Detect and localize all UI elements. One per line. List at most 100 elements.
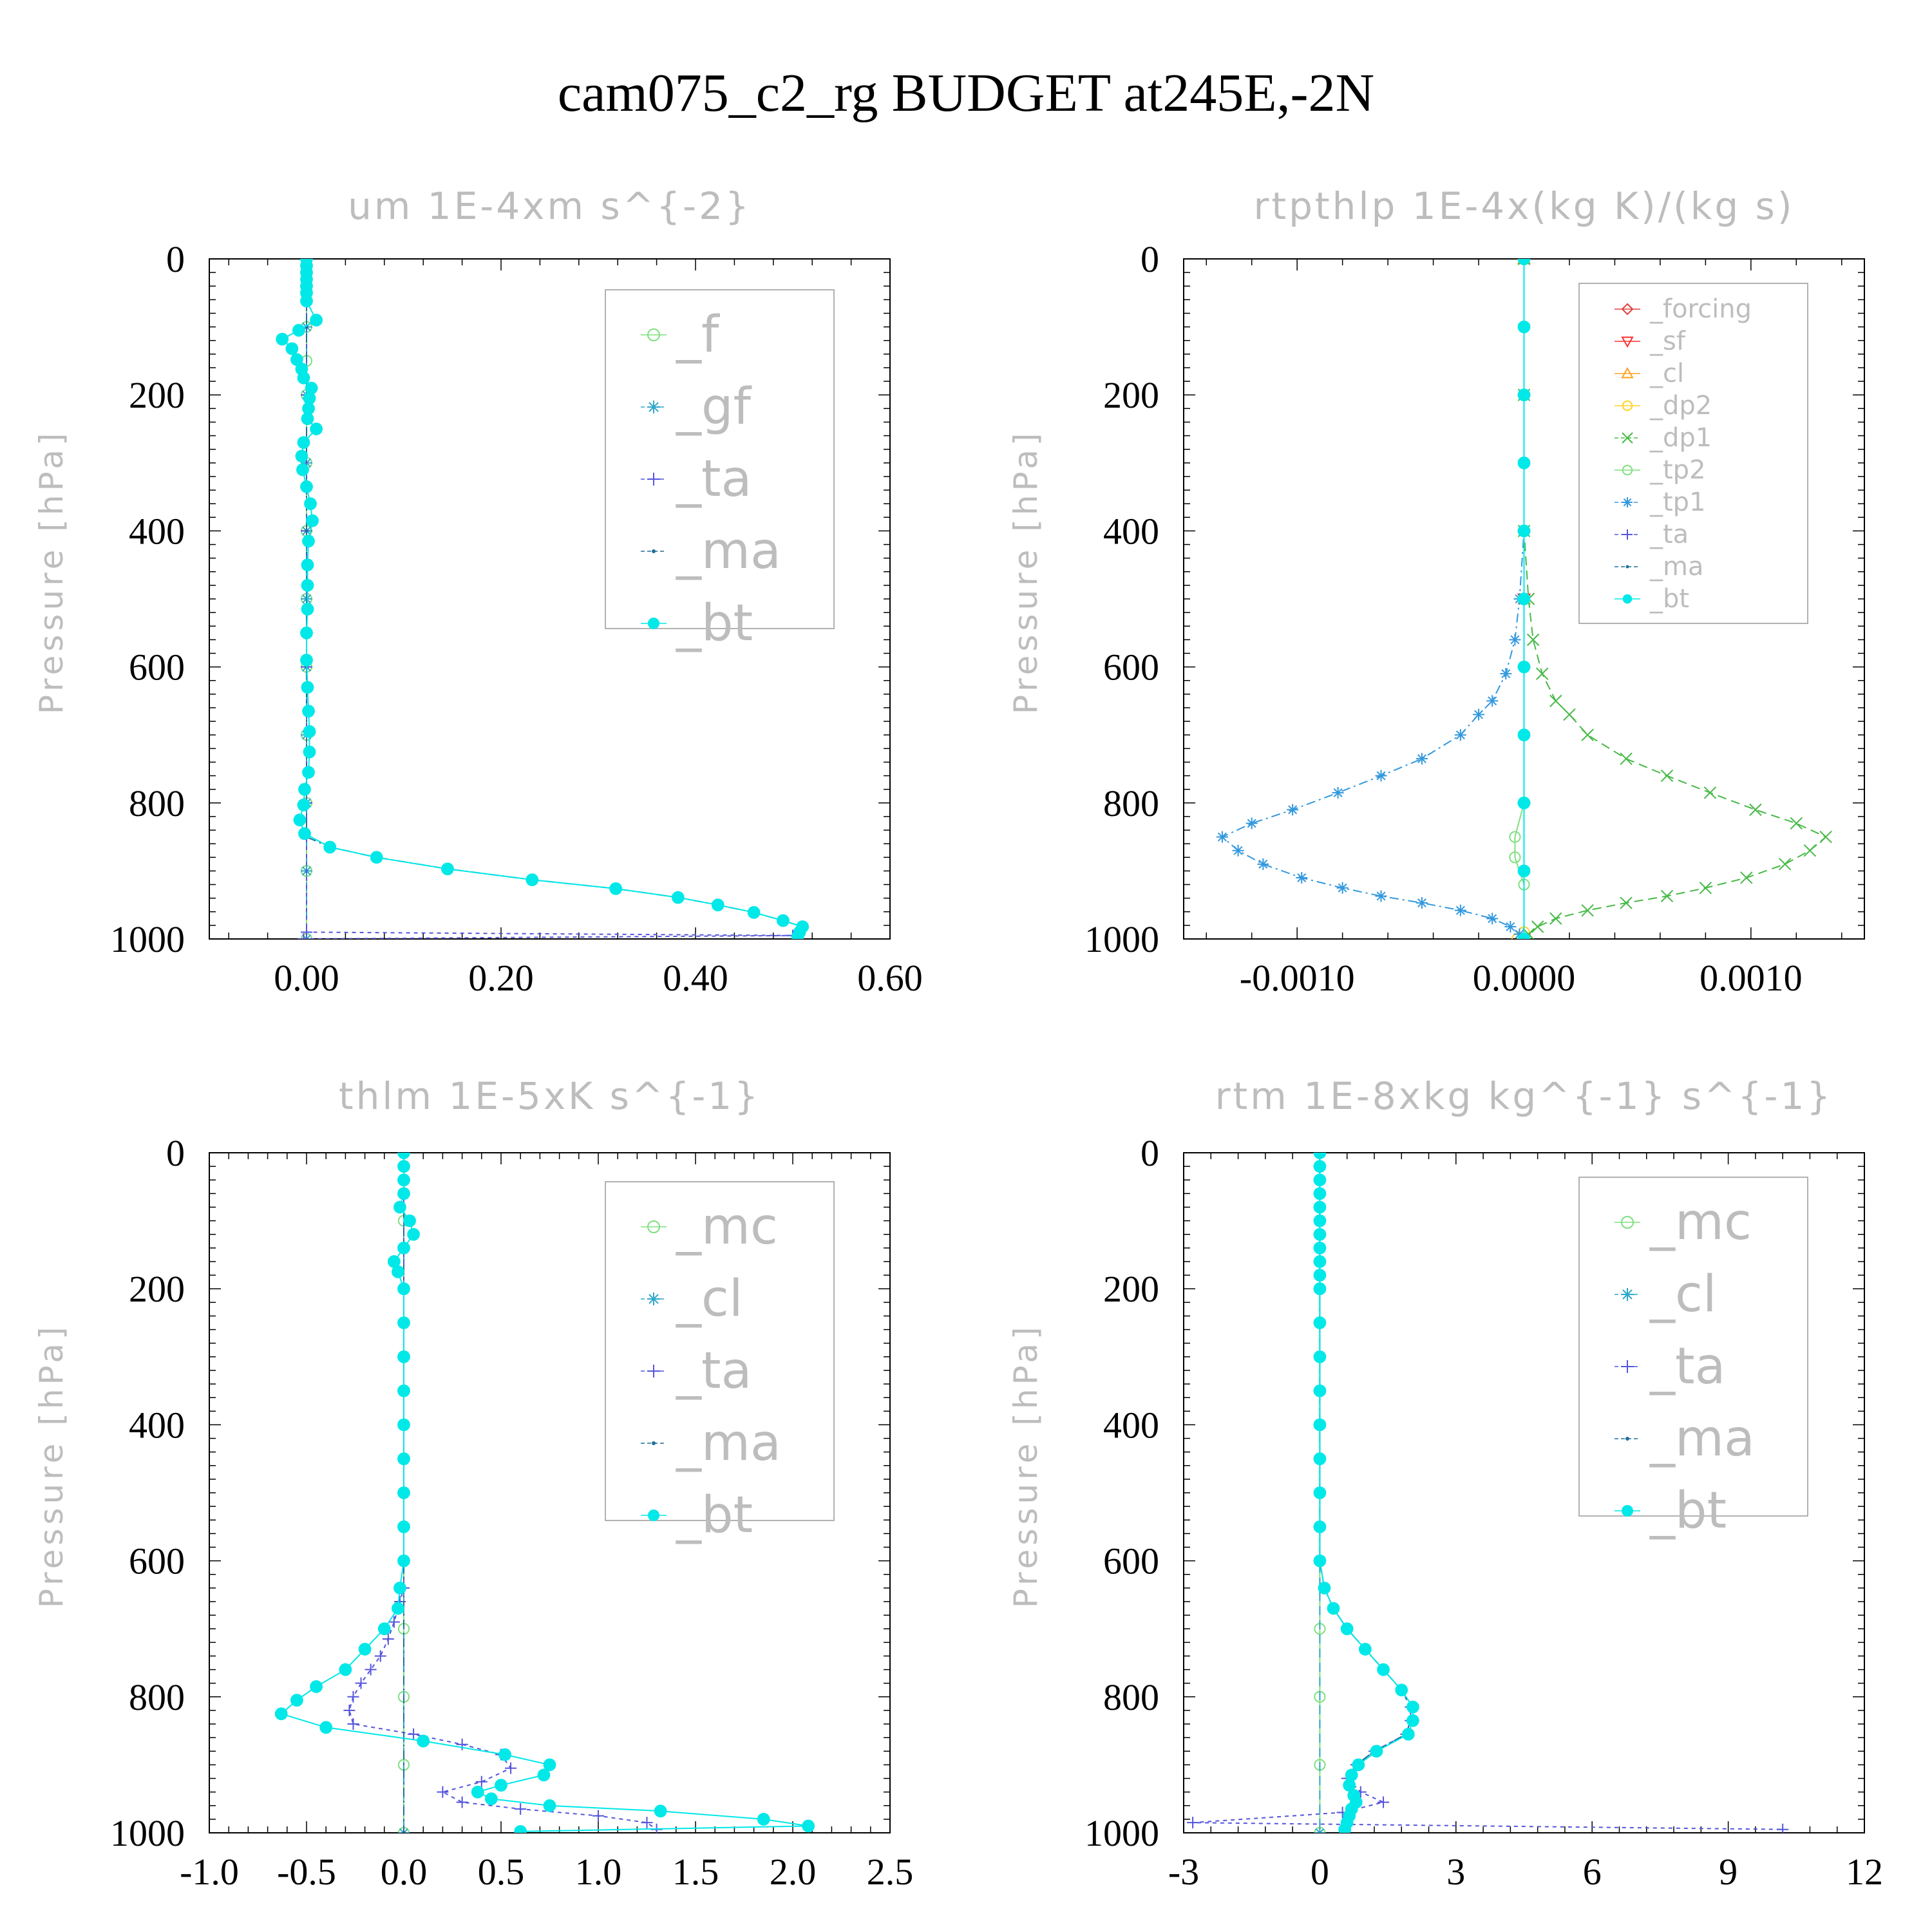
series-line [281, 259, 804, 938]
data-point [1517, 728, 1531, 742]
data-point [777, 914, 790, 927]
data-point [1778, 858, 1792, 871]
legend-marker [1621, 1360, 1634, 1373]
legend-label: _ma [676, 1414, 781, 1472]
legend-label: _gf [676, 378, 752, 436]
x-tick-label: 0.5 [478, 1851, 525, 1893]
data-point [343, 1704, 355, 1716]
x-tick-label: 0.0000 [1473, 957, 1576, 999]
series-line [1523, 259, 1827, 939]
data-point [1500, 668, 1512, 680]
legend-label: _ma [676, 522, 781, 580]
data-point [1377, 1663, 1390, 1676]
data-point [1517, 660, 1531, 674]
data-point [297, 436, 310, 450]
data-point [397, 1384, 410, 1397]
legend-marker [648, 1510, 659, 1521]
data-point [671, 891, 685, 904]
data-point [292, 323, 305, 337]
y-axis-label: Pressure [hPa] [1007, 1323, 1045, 1608]
data-point [1378, 1796, 1390, 1808]
y-axis-label: Pressure [hPa] [33, 429, 70, 714]
legend-label: _cl [676, 1270, 743, 1328]
y-tick-label: 0 [1141, 1132, 1159, 1174]
data-point [1563, 708, 1576, 721]
data-point [407, 1227, 420, 1241]
data-point [303, 745, 316, 759]
y-tick-label: 800 [1103, 782, 1159, 824]
legend-marker [647, 328, 660, 341]
data-point [1620, 896, 1633, 909]
y-tick-label: 1000 [110, 1812, 185, 1854]
legend-marker [1625, 565, 1629, 569]
data-point [397, 1486, 410, 1499]
legend: _mc _cl _ta _ma _bt [605, 1181, 835, 1544]
data-point [339, 1663, 352, 1676]
legend-marker [1622, 400, 1633, 412]
legend-marker [647, 1220, 660, 1233]
data-point [392, 1265, 404, 1278]
y-axis-label: Pressure [hPa] [1007, 429, 1045, 714]
legend-label: _bt [676, 1486, 753, 1544]
data-point [1318, 1581, 1331, 1595]
series-bt [276, 259, 809, 939]
series-group [276, 259, 809, 939]
data-point [505, 1762, 517, 1774]
y-tick-label: 600 [129, 647, 185, 688]
data-point [537, 1768, 551, 1782]
data-point [1313, 1554, 1327, 1567]
x-tick-label: 1.0 [575, 1851, 622, 1893]
data-point [1287, 804, 1299, 816]
data-point [747, 905, 761, 919]
legend-label: _sf [1649, 327, 1686, 356]
data-point [392, 1602, 404, 1615]
data-point [296, 463, 309, 477]
y-tick-label: 1000 [1084, 1812, 1159, 1854]
data-point [1314, 1827, 1326, 1833]
data-point [301, 926, 312, 938]
data-point [377, 1622, 391, 1636]
x-tick-label: 0 [1311, 1851, 1329, 1893]
data-point [397, 1316, 410, 1329]
data-point [1549, 912, 1562, 925]
data-point [1777, 1823, 1789, 1833]
legend-marker [647, 401, 660, 413]
data-point [302, 766, 315, 779]
legend-marker [647, 1293, 660, 1305]
legend-marker [1622, 529, 1633, 540]
y-tick-label: 1000 [1084, 918, 1159, 960]
data-point [393, 1581, 406, 1595]
data-point [1517, 320, 1531, 334]
data-point [397, 1282, 410, 1296]
legend-marker [1621, 336, 1634, 348]
y-tick-label: 0 [1141, 238, 1159, 280]
y-tick-label: 200 [1103, 1268, 1159, 1310]
data-point [1338, 1823, 1352, 1833]
data-point [1257, 858, 1269, 870]
data-point [302, 705, 315, 718]
data-point [397, 1241, 410, 1255]
x-tick-label: 0.40 [663, 957, 728, 999]
data-point [1313, 1452, 1327, 1466]
legend-marker [1621, 1216, 1634, 1229]
legend-marker [1622, 432, 1633, 444]
legend-label: _ma [1649, 552, 1703, 582]
legend-box [1578, 1177, 1808, 1517]
series-bt [274, 1153, 815, 1833]
data-point [1313, 1418, 1327, 1432]
data-point [300, 626, 313, 639]
axis-ticks [209, 258, 891, 940]
y-tick-label: 200 [129, 1268, 185, 1310]
data-point [303, 392, 316, 405]
data-point [293, 813, 307, 827]
series-group [1216, 259, 1832, 939]
data-point [306, 514, 319, 527]
data-point [1454, 904, 1466, 916]
legend-label: _ta [676, 450, 752, 508]
data-point [295, 450, 308, 463]
data-point [1660, 769, 1674, 782]
data-point [402, 1831, 406, 1833]
data-point [471, 1785, 484, 1799]
data-point [408, 1728, 420, 1740]
